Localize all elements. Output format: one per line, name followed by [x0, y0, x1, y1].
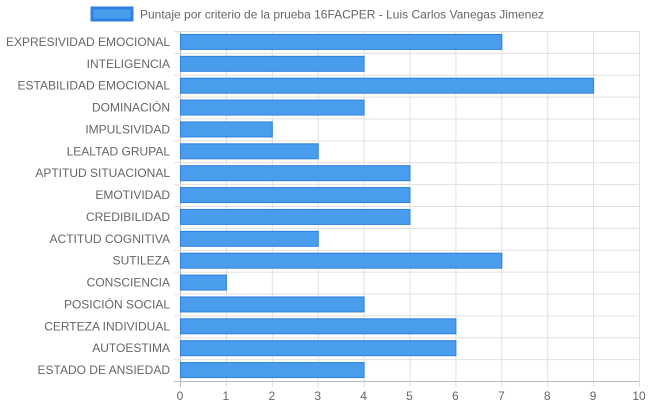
bar[interactable]: [180, 143, 319, 160]
bar[interactable]: [180, 121, 273, 138]
bar[interactable]: [180, 33, 503, 50]
category-label: EXPRESIVIDAD EMOCIONAL: [6, 35, 170, 49]
bar[interactable]: [180, 165, 411, 182]
category-label: ESTABILIDAD EMOCIONAL: [18, 79, 171, 93]
category-label: AUTOESTIMA: [92, 341, 170, 355]
bar[interactable]: [180, 252, 503, 269]
x-tick-label: 9: [590, 389, 597, 403]
category-label: IMPULSIVIDAD: [85, 122, 170, 136]
bar[interactable]: [180, 230, 319, 247]
category-label: INTELIGENCIA: [87, 57, 170, 71]
chart-legend[interactable]: Puntaje por criterio de la prueba 16FACP…: [90, 6, 544, 22]
x-tick-label: 8: [544, 389, 551, 403]
bar[interactable]: [180, 77, 595, 94]
bar[interactable]: [180, 208, 411, 225]
category-label: LEALTAD GRUPAL: [67, 144, 171, 158]
x-tick-label: 2: [268, 389, 275, 403]
bar[interactable]: [180, 318, 457, 335]
category-label: POSICIÓN SOCIAL: [64, 296, 170, 311]
category-label: SUTILEZA: [113, 254, 170, 268]
bar[interactable]: [180, 187, 411, 204]
x-tick-label: 10: [632, 389, 646, 403]
category-label: CREDIBILIDAD: [86, 210, 170, 224]
x-tick-label: 7: [498, 389, 505, 403]
legend-swatch: [90, 6, 134, 22]
bars: [180, 33, 595, 379]
x-tick-label: 4: [360, 389, 367, 403]
bar[interactable]: [180, 296, 365, 313]
category-label: CERTEZA INDIVIDUAL: [44, 319, 170, 333]
category-label: DOMINACIÓN: [92, 100, 170, 115]
category-label: ACTITUD COGNITIVA: [50, 232, 170, 246]
category-label: ESTADO DE ANSIEDAD: [38, 363, 171, 377]
category-label: APTITUD SITUACIONAL: [35, 166, 170, 180]
x-tick-labels: 0 1 2 3 4 5 6 7 8 9 10: [177, 389, 646, 403]
category-labels: EXPRESIVIDAD EMOCIONAL INTELIGENCIA ESTABI…: [6, 35, 170, 377]
x-tick-label: 6: [452, 389, 459, 403]
category-label: EMOTIVIDAD: [95, 188, 170, 202]
bar[interactable]: [180, 340, 457, 357]
x-tick-label: 5: [406, 389, 413, 403]
category-label: CONSCIENCIA: [87, 276, 170, 290]
bar[interactable]: [180, 55, 365, 72]
bar[interactable]: [180, 362, 365, 379]
bar[interactable]: [180, 274, 227, 291]
x-tick-label: 1: [223, 389, 230, 403]
bar[interactable]: [180, 99, 365, 116]
x-tick-label: 3: [314, 389, 321, 403]
legend-label: Puntaje por criterio de la prueba 16FACP…: [140, 8, 544, 22]
x-tick-label: 0: [177, 389, 184, 403]
